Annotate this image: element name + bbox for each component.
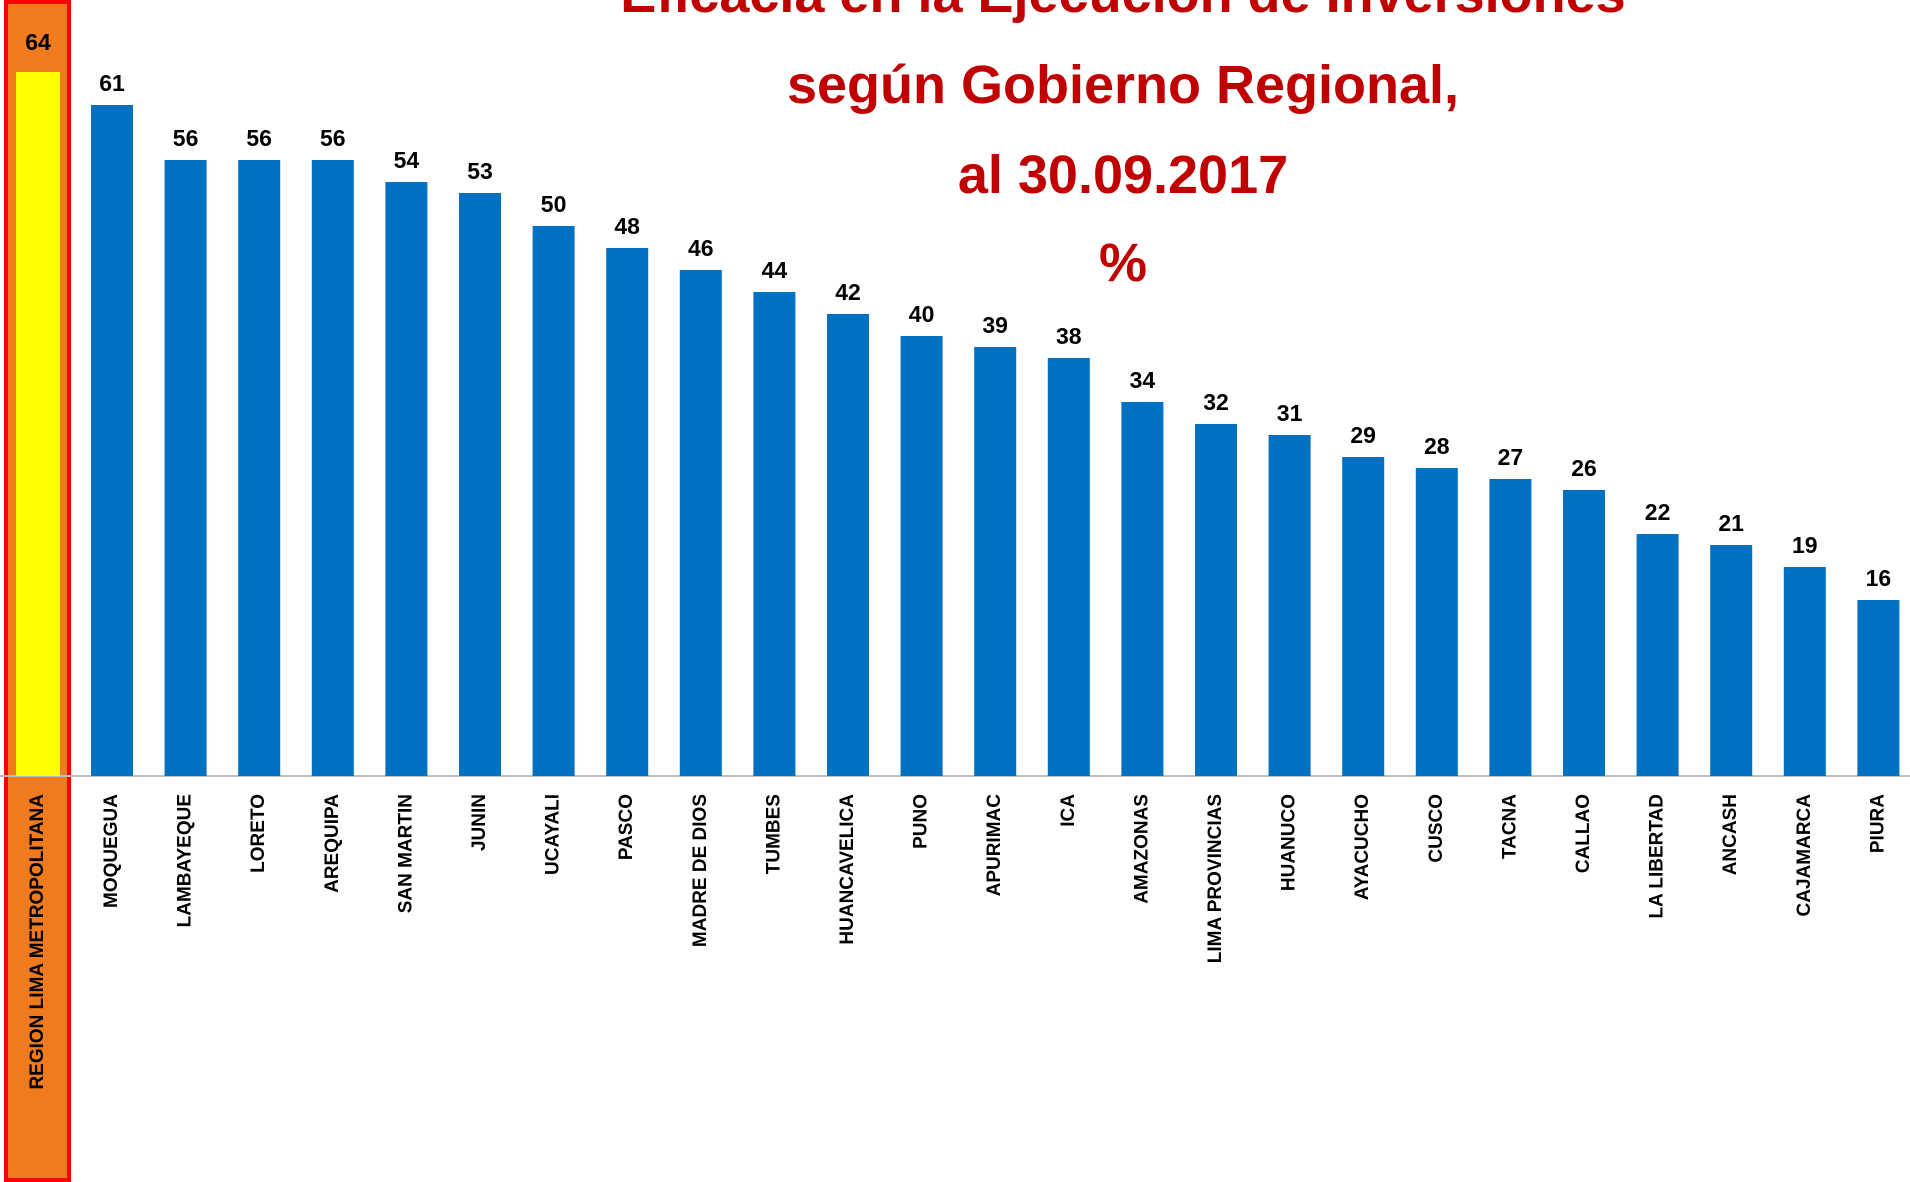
bar <box>1710 545 1753 776</box>
x-tick-label: AREQUIPA <box>322 794 343 893</box>
x-tick-label: CALLAO <box>1573 794 1594 873</box>
bar <box>1047 358 1090 776</box>
bar <box>238 160 281 776</box>
value-label: 21 <box>1718 510 1744 536</box>
value-label: 29 <box>1350 422 1376 448</box>
value-label: 34 <box>1130 367 1156 393</box>
x-tick-label: HUANCAVELICA <box>837 794 858 945</box>
chart-title: % <box>1099 233 1147 293</box>
value-label: 38 <box>1056 323 1082 349</box>
x-tick-label: LAMBAYEQUE <box>175 794 196 927</box>
value-label: 44 <box>762 257 788 283</box>
x-tick-label: PIURA <box>1867 794 1888 853</box>
value-label: 61 <box>99 70 125 96</box>
x-tick-label: REGION LIMA METROPOLITANA <box>27 794 48 1090</box>
value-label: 50 <box>541 191 567 217</box>
x-tick-label: ANCASH <box>1720 794 1741 875</box>
x-tick-label: LA LIBERTAD <box>1647 794 1668 919</box>
value-label: 19 <box>1792 532 1818 558</box>
bar <box>753 292 796 776</box>
x-tick-label: MADRE DE DIOS <box>690 794 711 947</box>
bar <box>1636 534 1679 776</box>
value-label: 26 <box>1571 455 1597 481</box>
x-tick-label: AYACUCHO <box>1352 794 1373 900</box>
x-tick-label: SAN MARTIN <box>395 794 416 913</box>
value-label: 56 <box>173 125 199 151</box>
value-label: 48 <box>614 213 640 239</box>
value-label: 46 <box>688 235 714 261</box>
x-tick-label: LORETO <box>248 794 269 873</box>
value-label: 27 <box>1498 444 1524 470</box>
value-label: 56 <box>246 125 272 151</box>
bar <box>385 182 428 776</box>
bar <box>1489 479 1532 776</box>
x-tick-label: TACNA <box>1499 794 1520 859</box>
bar <box>91 105 133 776</box>
value-label: 28 <box>1424 433 1450 459</box>
bar <box>311 160 354 776</box>
x-tick-label: JUNIN <box>469 794 490 851</box>
bar <box>1195 424 1237 776</box>
value-label: 39 <box>982 312 1008 338</box>
value-label: 40 <box>909 301 935 327</box>
bar <box>164 160 207 776</box>
bar <box>1857 600 1900 776</box>
bar <box>900 336 943 776</box>
bar <box>1268 435 1311 776</box>
x-tick-label: ICA <box>1058 794 1079 827</box>
value-label: 16 <box>1866 565 1892 591</box>
value-label: 42 <box>835 279 861 305</box>
bar <box>827 314 869 776</box>
x-tick-label: LIMA PROVINCIAS <box>1205 794 1226 963</box>
x-tick-label: APURIMAC <box>984 794 1005 897</box>
value-label: 64 <box>25 29 51 55</box>
chart-title: al 30.09.2017 <box>958 145 1288 205</box>
bar <box>1415 468 1458 776</box>
value-label: 31 <box>1277 400 1303 426</box>
x-tick-label: CAJAMARCA <box>1794 794 1815 917</box>
bar <box>606 248 649 776</box>
bar <box>1342 457 1385 776</box>
value-label: 22 <box>1645 499 1671 525</box>
chart-title: según Gobierno Regional, <box>787 55 1459 115</box>
bar <box>16 72 60 776</box>
value-label: 32 <box>1203 389 1229 415</box>
x-tick-label: AMAZONAS <box>1131 794 1152 904</box>
x-tick-label: PUNO <box>911 794 932 849</box>
bar <box>532 226 575 776</box>
x-tick-label: HUANUCO <box>1279 794 1300 891</box>
bar <box>679 270 722 776</box>
value-label: 54 <box>394 147 420 173</box>
bar <box>1121 402 1164 776</box>
x-tick-label: TUMBES <box>763 794 784 874</box>
x-tick-label: PASCO <box>616 794 637 860</box>
x-tick-label: UCAYALI <box>543 794 564 875</box>
bar <box>974 347 1017 776</box>
x-tick-label: CUSCO <box>1426 794 1447 863</box>
value-label: 56 <box>320 125 346 151</box>
value-label: 53 <box>467 158 493 184</box>
bar <box>1783 567 1826 776</box>
bar <box>1563 490 1605 776</box>
bar <box>459 193 501 776</box>
x-tick-label: MOQUEGUA <box>101 794 122 908</box>
chart-title: Eficacia en la Ejecución de Inversiones <box>620 0 1625 24</box>
